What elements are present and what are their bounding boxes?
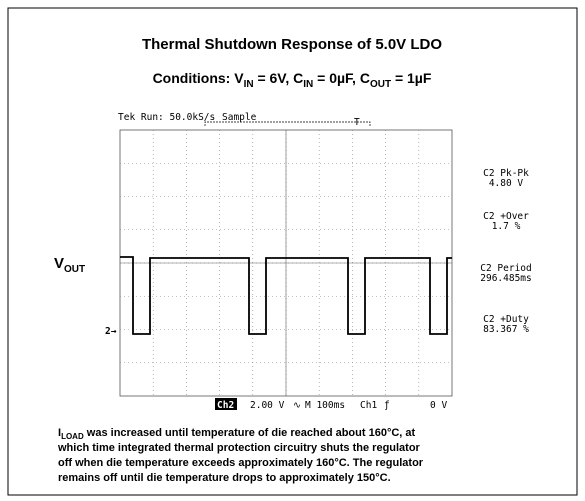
scope-mode: Sample (222, 112, 257, 123)
readout-value: 1.7 % (492, 221, 521, 232)
trace-label: VOUT (54, 255, 85, 275)
footer-ch1: Ch1 (360, 400, 377, 411)
title: Thermal Shutdown Response of 5.0V LDO (142, 36, 442, 53)
footer-level: 0 V (430, 400, 447, 411)
readout-label: C2 Pk-Pk (483, 168, 529, 179)
readout-value: 4.80 V (489, 178, 524, 189)
conditions: Conditions: VIN = 6V, CIN = 0µF, COUT = … (153, 70, 432, 90)
footer-ch2: Ch2 (217, 400, 234, 411)
caption-line: which time integrated thermal protection… (57, 442, 421, 454)
trigger-marker: T (354, 117, 360, 128)
ch2-box (215, 398, 237, 410)
readout-value: 83.367 % (483, 324, 529, 335)
scope-header: Tek Run: 50.0kS/s (118, 112, 215, 123)
channel-marker: 2→ (105, 326, 117, 337)
caption: ILOAD was increased until temperature of… (57, 427, 424, 484)
caption-line: ILOAD was increased until temperature of… (58, 427, 416, 441)
footer-time: M 100ms (305, 400, 345, 411)
caption-line: off when die temperature exceeds approxi… (58, 457, 424, 469)
readout-value: 296.485ms (480, 273, 531, 284)
caption-line: remains off until die temperature drops … (58, 472, 391, 484)
frame (7, 7, 578, 496)
waveform (120, 256, 452, 335)
slope-symbol: ƒ (384, 400, 390, 411)
readout-label: C2 Period (480, 263, 531, 274)
record-bar (204, 121, 371, 126)
bw-symbol: ∿ (293, 400, 301, 411)
readout-label: C2 +Over (483, 211, 529, 222)
readout-label: C2 +Duty (483, 314, 529, 325)
footer-volts: 2.00 V (250, 400, 285, 411)
